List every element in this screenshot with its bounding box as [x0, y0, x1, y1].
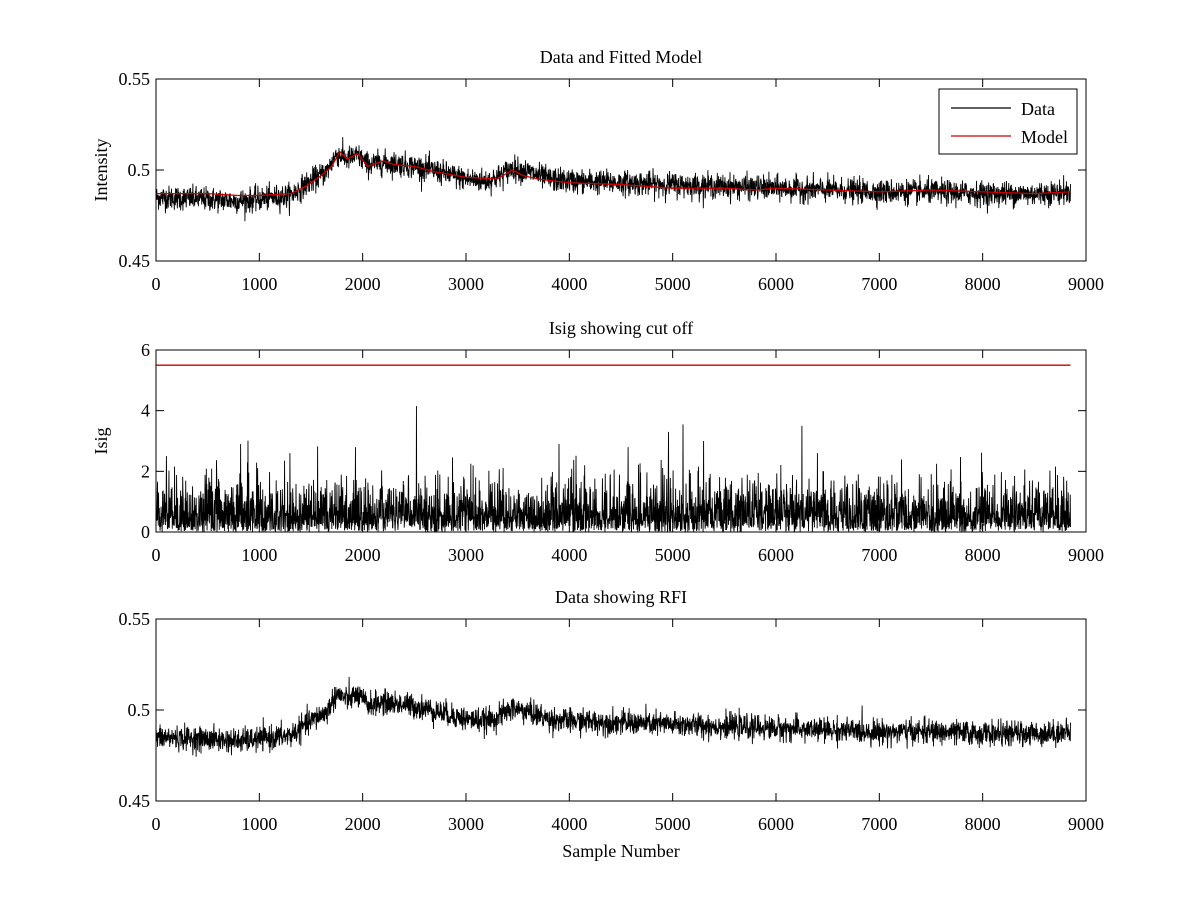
y-tick-label: 0 [141, 522, 150, 542]
series-1-line [156, 406, 1071, 532]
x-tick-label: 0 [152, 274, 161, 294]
legend-label: Data [1021, 99, 1055, 119]
x-tick-label: 3000 [448, 274, 484, 294]
subplot-2: 0 1000 2000 3000 4000 5000 6000 7000 8000 9000 0 2 4… [91, 318, 1104, 565]
subplot-1: 0 1000 2000 3000 4000 5000 6000 7000 8000 9000 0.4… [91, 47, 1104, 294]
x-tick-label: 6000 [758, 545, 794, 565]
axes-box [155, 349, 1087, 533]
x-tick-label: 5000 [655, 814, 691, 834]
x-tick-label: 6000 [758, 814, 794, 834]
y-tick-label: 4 [141, 401, 150, 421]
series-1-line [156, 676, 1071, 757]
y-axis-label: Intensity [91, 139, 111, 202]
x-tick-label: 7000 [861, 545, 897, 565]
x-tick-label: 7000 [861, 814, 897, 834]
chart-title: Data showing RFI [555, 587, 687, 607]
x-tick-label: 4000 [551, 814, 587, 834]
x-tick-label: 4000 [551, 545, 587, 565]
chart-title: Isig showing cut off [549, 318, 693, 338]
plot-area [156, 676, 1071, 757]
y-tick-label: 0.45 [119, 791, 151, 811]
x-tick-label: 2000 [345, 814, 381, 834]
x-tick-label: 3000 [448, 545, 484, 565]
legend-box [938, 88, 1078, 155]
x-tick-label: 2000 [345, 274, 381, 294]
y-tick-label: 0.5 [128, 700, 151, 720]
y-tick-label: 0.55 [119, 609, 151, 629]
x-tick-label: 0 [152, 814, 161, 834]
y-tick-label: 0.55 [119, 69, 151, 89]
data-line [156, 137, 1071, 222]
plot-area [156, 364, 1071, 532]
x-tick-label: 9000 [1068, 274, 1104, 294]
x-tick-label: 1000 [241, 545, 277, 565]
subplot-3: 0 1000 2000 3000 4000 5000 6000 7000 8000 9000 0.4… [119, 587, 1105, 861]
x-tick-label: 8000 [965, 545, 1001, 565]
x-tick-label: 3000 [448, 814, 484, 834]
x-tick-label: 5000 [655, 274, 691, 294]
plot-area [156, 137, 1071, 222]
x-tick-label: 1000 [241, 814, 277, 834]
x-tick-label: 2000 [345, 545, 381, 565]
x-tick-label: 6000 [758, 274, 794, 294]
x-tick-label: 0 [152, 545, 161, 565]
y-axis-label: Isig [91, 428, 111, 455]
x-axis-label: Sample Number [562, 841, 679, 861]
x-tick-label: 7000 [861, 274, 897, 294]
x-tick-label: 4000 [551, 274, 587, 294]
model-line [156, 150, 1071, 197]
x-tick-label: 1000 [241, 274, 277, 294]
legend: Data Model [938, 88, 1078, 155]
chart-title: Data and Fitted Model [540, 47, 702, 67]
x-tick-label: 5000 [655, 545, 691, 565]
x-tick-label: 9000 [1068, 545, 1104, 565]
x-tick-label: 8000 [965, 814, 1001, 834]
x-tick-label: 8000 [965, 274, 1001, 294]
y-tick-label: 2 [141, 461, 150, 481]
y-tick-label: 6 [141, 340, 150, 360]
x-tick-label: 9000 [1068, 814, 1104, 834]
y-tick-label: 0.5 [128, 160, 151, 180]
y-tick-label: 0.45 [119, 251, 151, 271]
legend-label: Model [1021, 127, 1068, 147]
